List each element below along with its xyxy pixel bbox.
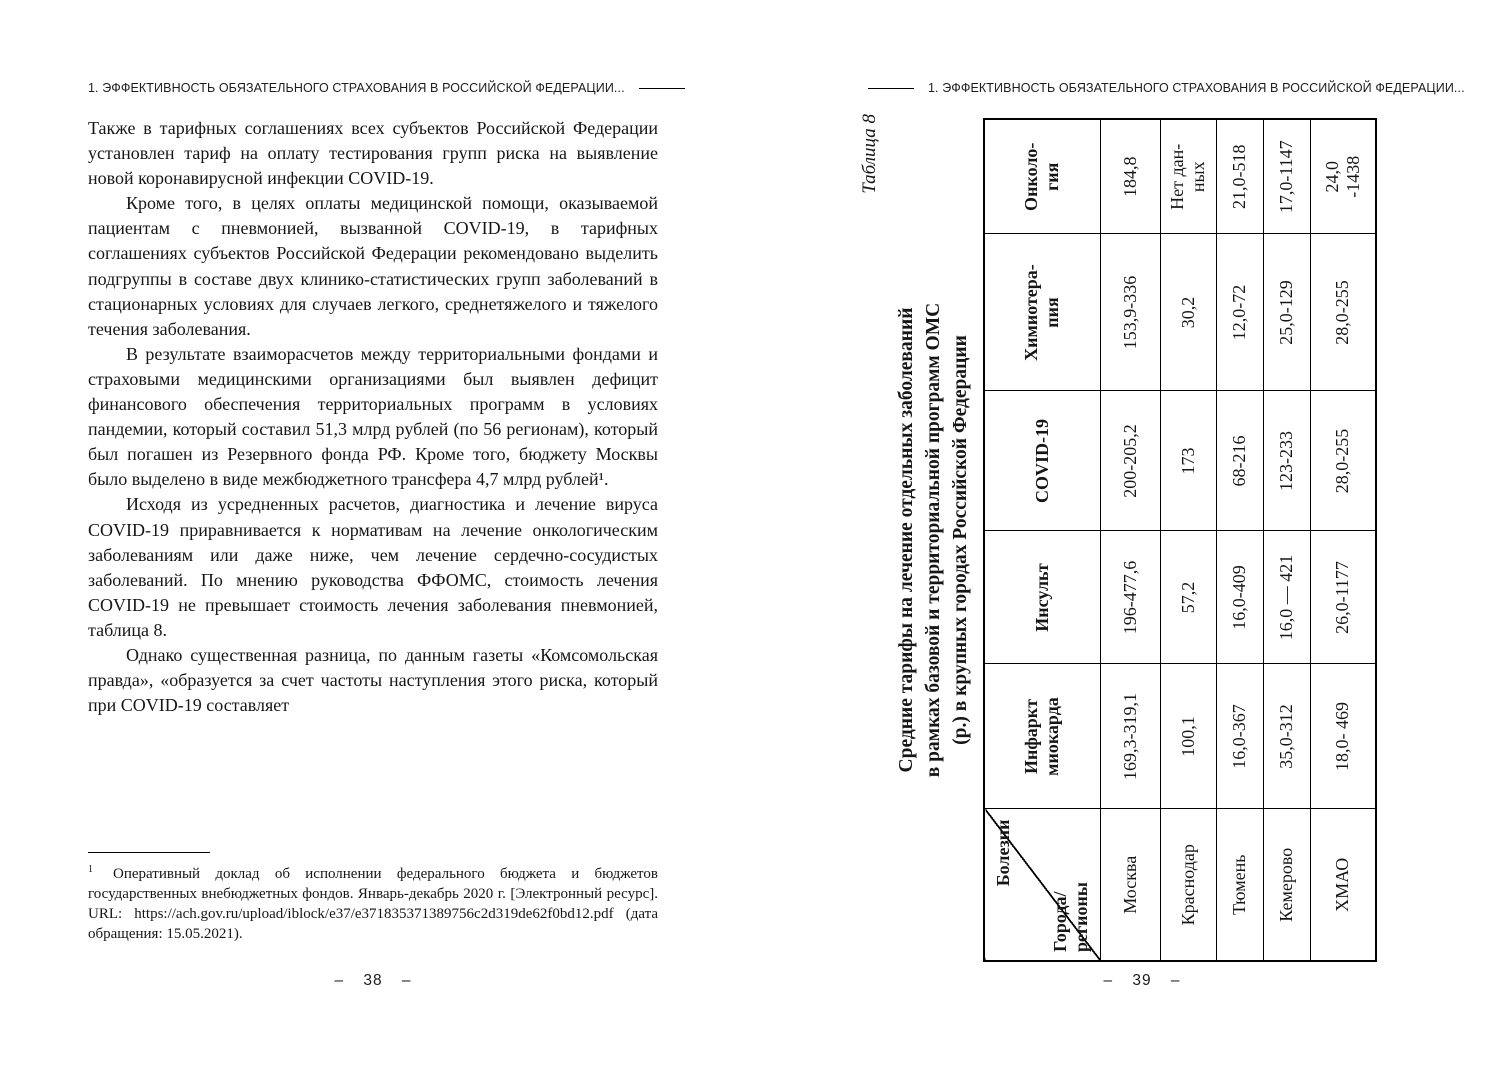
paragraph: Также в тарифных соглашениях всех субъек… bbox=[88, 118, 658, 189]
tariff-value-cell: 12,0-72 bbox=[1216, 234, 1263, 391]
tariff-value-cell: 100,1 bbox=[1160, 664, 1216, 809]
footnote-body: Оперативный доклад об исполнении федерал… bbox=[88, 866, 658, 942]
disease-column-header: Инфаркт миокарда bbox=[984, 664, 1100, 809]
tariff-value-cell: 28,0-255 bbox=[1310, 234, 1376, 391]
table-logical-layout: Таблица 8 Средние тарифы на лечение отде… bbox=[855, 110, 1377, 970]
page-number-right: – 39 – bbox=[1103, 972, 1181, 989]
paragraph: Кроме того, в целях оплаты медицинской п… bbox=[88, 193, 658, 339]
city-row-header: Краснодар bbox=[1160, 809, 1216, 961]
running-head-right: 1. ЭФФЕКТИВНОСТЬ ОБЯЗАТЕЛЬНОГО СТРАХОВАН… bbox=[868, 80, 1465, 96]
paragraph: Однако существенная разница, по данным г… bbox=[88, 644, 658, 716]
paragraph: В результате взаиморасчетов между террит… bbox=[88, 343, 658, 490]
tariff-value-cell: 21,0-518 bbox=[1216, 119, 1263, 234]
disease-column-header: COVID-19 bbox=[984, 391, 1100, 531]
table-title: Средние тарифы на лечение отдельных забо… bbox=[896, 302, 971, 778]
table-row: Краснодар 100,1 57,2 173 30,2 Нет дан- ных bbox=[1160, 119, 1216, 961]
table-header-row: Болезни Города/ регионы Инфаркт миокарда… bbox=[984, 119, 1100, 961]
city-row-header: Москва bbox=[1100, 809, 1160, 961]
tariff-value-cell: Нет дан- ных bbox=[1160, 119, 1216, 234]
table-row: Москва 169,3-319,1 196-477,6 200-205,2 153,9… bbox=[1100, 119, 1160, 961]
tariff-value-cell: 123-233 bbox=[1263, 391, 1310, 531]
running-head-left: 1. ЭФФЕКТИВНОСТЬ ОБЯЗАТЕЛЬНОГО СТРАХОВАН… bbox=[88, 80, 685, 96]
disease-column-header: Онколо- гия bbox=[984, 119, 1100, 234]
footnote-text: 1 Оперативный доклад об исполнении федера… bbox=[88, 860, 658, 944]
body-text: Также в тарифных соглашениях всех субъек… bbox=[88, 116, 658, 814]
table-row: ХМАО 18,0- 469 26,0-1177 28,0-255 28,0-255 24… bbox=[1310, 119, 1376, 961]
corner-diseases-label: Болезни bbox=[993, 819, 1013, 887]
footnote: 1 Оперативный доклад об исполнении федера… bbox=[88, 852, 658, 944]
tariff-value-cell: 26,0-1177 bbox=[1310, 531, 1376, 664]
disease-column-header: Химиотера- пия bbox=[984, 234, 1100, 391]
corner-cell: Болезни Города/ регионы bbox=[984, 809, 1100, 961]
tariff-value-cell: 169,3-319,1 bbox=[1100, 664, 1160, 809]
tariff-value-cell: 196-477,6 bbox=[1100, 531, 1160, 664]
tariff-value-cell: 57,2 bbox=[1160, 531, 1216, 664]
tariff-value-cell: 16,0 — 421 bbox=[1263, 531, 1310, 664]
tariff-value-cell: 184,8 bbox=[1100, 119, 1160, 234]
table-row: Тюмень 16,0-367 16,0-409 68-216 12,0-72 21,0-… bbox=[1216, 119, 1263, 961]
paragraph: Исходя из усредненных расчетов, диагност… bbox=[88, 494, 658, 640]
tariff-value-cell: 173 bbox=[1160, 391, 1216, 531]
rotated-table-block: Таблица 8 Средние тарифы на лечение отде… bbox=[855, 110, 1377, 970]
tariff-value-cell: 25,0-129 bbox=[1263, 234, 1310, 391]
running-head-right-text: 1. ЭФФЕКТИВНОСТЬ ОБЯЗАТЕЛЬНОГО СТРАХОВАН… bbox=[928, 81, 1465, 95]
tariff-value-cell: 17,0-1147 bbox=[1263, 119, 1310, 234]
tariff-value-cell: 16,0-409 bbox=[1216, 531, 1263, 664]
city-row-header: Кемерово bbox=[1263, 809, 1310, 961]
tariff-value-cell: 200-205,2 bbox=[1100, 391, 1160, 531]
running-head-left-rule bbox=[638, 87, 685, 89]
page-number-left: – 38 – bbox=[334, 972, 412, 989]
running-head-right-rule bbox=[868, 87, 914, 89]
tariff-value-cell: 16,0-367 bbox=[1216, 664, 1263, 809]
footnote-marker: 1 bbox=[88, 864, 93, 875]
tariff-value-cell: 30,2 bbox=[1160, 234, 1216, 391]
running-head-left-text: 1. ЭФФЕКТИВНОСТЬ ОБЯЗАТЕЛЬНОГО СТРАХОВАН… bbox=[88, 81, 625, 95]
city-row-header: Тюмень bbox=[1216, 809, 1263, 961]
tariffs-table: Болезни Города/ регионы Инфаркт миокарда… bbox=[983, 118, 1377, 962]
tariff-value-cell: 153,9-336 bbox=[1100, 234, 1160, 391]
tariff-value-cell: 35,0-312 bbox=[1263, 664, 1310, 809]
table-row: Кемерово 35,0-312 16,0 — 421 123-233 25,0-12… bbox=[1263, 119, 1310, 961]
disease-column-header: Инсульт bbox=[984, 531, 1100, 664]
page-left: Также в тарифных соглашениях всех субъек… bbox=[88, 78, 658, 944]
footnote-rule bbox=[88, 852, 210, 853]
table-caption: Таблица 8 bbox=[859, 114, 880, 194]
city-row-header: ХМАО bbox=[1310, 809, 1376, 961]
tariff-value-cell: 68-216 bbox=[1216, 391, 1263, 531]
table-body: Москва 169,3-319,1 196-477,6 200-205,2 153,9… bbox=[1100, 119, 1376, 961]
tariff-value-cell: 24,0 -1438 bbox=[1310, 119, 1376, 234]
tariff-value-cell: 18,0- 469 bbox=[1310, 664, 1376, 809]
corner-cities-label: Города/ регионы bbox=[1049, 882, 1091, 952]
tariff-value-cell: 28,0-255 bbox=[1310, 391, 1376, 531]
